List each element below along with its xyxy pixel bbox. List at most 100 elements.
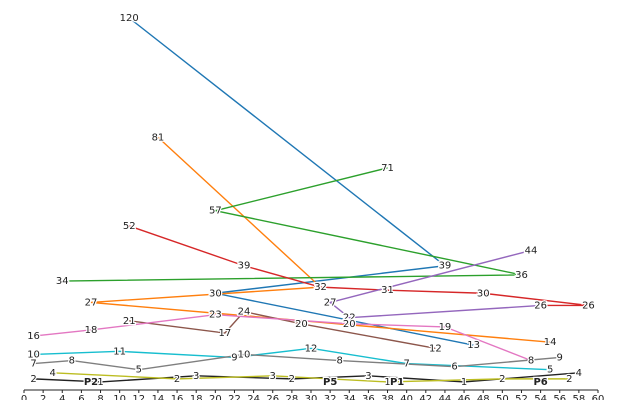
value-label: 2	[174, 374, 180, 385]
value-label: 30	[209, 288, 222, 299]
value-label: 71	[381, 163, 394, 174]
x-tick-label: 34	[343, 394, 356, 400]
value-label: 2	[30, 374, 36, 385]
series-line	[33, 353, 560, 371]
value-label: 8	[337, 356, 343, 367]
x-tick-label: 6	[78, 394, 84, 400]
x-tick-label: 42	[419, 394, 432, 400]
x-tick-label: 48	[477, 394, 490, 400]
value-label: 19	[439, 322, 452, 333]
value-label: 32	[314, 282, 327, 293]
x-tick-label: 32	[324, 394, 337, 400]
value-label: 17	[219, 328, 232, 339]
series-line	[129, 225, 589, 307]
series-line	[33, 313, 532, 362]
value-label: 34	[56, 276, 69, 287]
value-label: 4	[576, 368, 582, 379]
value-label: 18	[85, 325, 98, 336]
x-tick-label: 26	[266, 394, 279, 400]
value-label: 26	[534, 300, 547, 311]
x-tick-label: 46	[458, 394, 471, 400]
value-label: 2	[566, 374, 572, 385]
annotation: P2	[84, 377, 98, 388]
x-tick-label: 44	[439, 394, 452, 400]
value-label: 10	[27, 349, 40, 360]
value-label: 9	[231, 352, 237, 363]
value-label: 8	[528, 356, 534, 367]
x-tick-label: 12	[132, 394, 145, 400]
value-label: 31	[381, 285, 394, 296]
annotation: P1	[390, 377, 404, 388]
value-label: 57	[209, 206, 222, 217]
x-tick-label: 20	[209, 394, 222, 400]
value-label: 24	[238, 307, 251, 318]
series-line	[52, 372, 570, 383]
annotation: P5	[323, 377, 337, 388]
value-label: 39	[238, 261, 251, 272]
series-line	[128, 17, 474, 346]
value-label: 14	[544, 337, 557, 348]
x-tick-label: 60	[592, 394, 605, 400]
value-label: 32	[314, 282, 327, 293]
series-line	[33, 372, 579, 383]
value-label: 36	[515, 270, 528, 281]
value-label: 16	[27, 331, 40, 342]
x-tick-label: 36	[362, 394, 375, 400]
value-label: 7	[30, 359, 36, 370]
series-line	[33, 347, 551, 371]
x-tick-label: 8	[97, 394, 103, 400]
value-label: 12	[429, 343, 442, 354]
value-label: 6	[451, 362, 457, 373]
value-label: 44	[525, 245, 538, 256]
x-tick-label: 4	[59, 394, 65, 400]
value-label: 3	[365, 371, 371, 382]
value-label: 5	[547, 365, 553, 376]
series-line	[129, 310, 436, 349]
value-label: 10	[238, 349, 251, 360]
value-label: 20	[343, 319, 356, 330]
series-line	[62, 167, 522, 282]
x-tick-label: 52	[515, 394, 528, 400]
value-label: 20	[295, 319, 308, 330]
value-label: 26	[582, 300, 595, 311]
x-tick-label: 22	[228, 394, 241, 400]
x-tick-label: 16	[171, 394, 184, 400]
value-label: 11	[113, 346, 126, 357]
value-label: 1	[461, 377, 467, 388]
x-tick-label: 28	[285, 394, 298, 400]
value-label: 22	[343, 313, 356, 324]
value-label: 2	[289, 374, 295, 385]
value-label: 30	[477, 288, 490, 299]
x-tick-label: 24	[247, 394, 260, 400]
value-label: 39	[439, 261, 452, 272]
value-label: 27	[85, 297, 98, 308]
value-label: 120	[120, 13, 139, 24]
x-tick-label: 50	[496, 394, 509, 400]
value-label: 12	[305, 343, 318, 354]
value-label: 8	[69, 356, 75, 367]
value-label: 3	[193, 371, 199, 382]
x-tick-label: 54	[534, 394, 547, 400]
value-label: 4	[50, 368, 56, 379]
value-label: 1	[384, 377, 390, 388]
value-label: 81	[152, 132, 165, 143]
x-tick-label: 2	[40, 394, 46, 400]
x-tick-label: 38	[381, 394, 394, 400]
value-label: 21	[123, 316, 136, 327]
value-label: 13	[467, 340, 480, 351]
value-label: 26	[534, 300, 547, 311]
annotation: P6	[533, 377, 547, 388]
x-tick-label: 30	[305, 394, 318, 400]
value-label: 23	[209, 310, 222, 321]
x-tick-label: 18	[190, 394, 203, 400]
value-label: 9	[557, 352, 563, 363]
x-tick-label: 40	[400, 394, 413, 400]
value-label: 7	[403, 359, 409, 370]
x-tick-label: 58	[572, 394, 585, 400]
x-tick-label: 10	[113, 394, 126, 400]
value-label: 1	[97, 377, 103, 388]
value-label: 52	[123, 221, 136, 232]
value-label: 27	[324, 297, 337, 308]
x-tick-label: 14	[152, 394, 165, 400]
